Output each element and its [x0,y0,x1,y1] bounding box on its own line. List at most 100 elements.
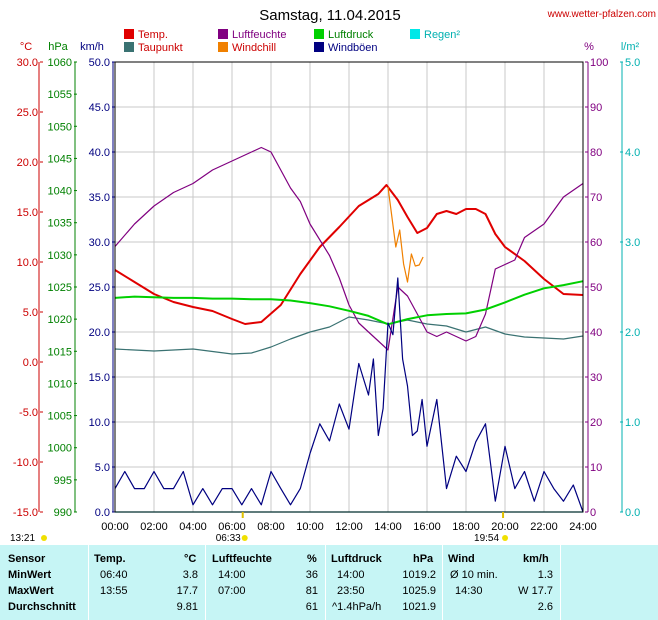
header-humidity: Luftfeuchte [212,553,272,565]
tick-label: 10.0 [89,417,110,429]
max-press-value: 1025.9 [402,585,436,597]
tick-label: 90 [590,102,602,114]
min-temp-value: 3.8 [182,569,198,581]
tick-label: 35.0 [89,192,110,204]
sun-icon [502,535,509,541]
axis-unit-label: °C [20,41,32,53]
tick-label: 45.0 [89,102,110,114]
time-tick-label: 20:00 [491,521,519,533]
tick-label: 60 [590,237,602,249]
tick-label: 10.0 [17,257,38,269]
col-divider [325,545,326,620]
weather-chart: Samstag, 11.04.2015 www.wetter-pfalzen.c… [10,7,656,544]
moon-label: 13:21 [10,533,35,544]
tick-label: 25.0 [89,282,110,294]
tick-label: 40.0 [89,147,110,159]
tick-label: 1010 [48,378,72,390]
plot-frame [114,61,584,513]
tick-label: 20 [590,417,602,429]
tick-label: -10.0 [13,457,38,469]
tick-label: 1000 [48,443,72,455]
tick-label: 40 [590,327,602,339]
axis-ticks: 30.0 25.0 20.0 15.0 10.0 5.0 0.0 -5.0 -10.0 -15.0… [13,57,640,533]
col-divider [560,545,561,620]
time-tick-label: 10:00 [296,521,324,533]
time-tick-label: 00:00 [101,521,129,533]
header-temp: Temp. [94,553,126,565]
min-press-value: 1019.2 [402,569,436,581]
tick-label: 3.0 [625,237,640,249]
header-wind: Wind [448,553,475,565]
tick-label: 25.0 [17,107,38,119]
tick-label: 30 [590,372,602,384]
tick-label: 30.0 [17,57,38,69]
col-divider [88,545,89,620]
tick-label: 1050 [48,121,72,133]
tick-label: 30.0 [89,237,110,249]
series-line [387,186,424,283]
time-tick-label: 12:00 [335,521,363,533]
website-link[interactable]: www.wetter-pfalzen.com [547,9,656,20]
series-line [114,280,584,326]
sun-icon [241,535,248,541]
legend-swatch [218,29,228,39]
press-trend: ^1.4hPa/h [332,601,382,613]
tick-label: 1005 [48,411,72,423]
tick-label: 5.0 [625,57,640,69]
header-temp-unit: °C [184,553,197,565]
min-wind-value: 1.3 [537,569,553,581]
header-pressure-unit: hPa [413,553,434,565]
tick-label: 1060 [48,57,72,69]
grid [115,62,583,512]
tick-label: 5.0 [95,462,110,474]
tick-label: -5.0 [19,407,38,419]
tick-label: 0.0 [95,507,110,519]
legend-swatch [124,42,134,52]
tick-label: 1.0 [625,417,640,429]
time-tick-label: 08:00 [257,521,285,533]
axis-unit-label: l/m² [621,41,640,53]
min-press-time: 14:00 [337,569,365,581]
legend-swatch [218,42,228,52]
tick-label: 1055 [48,89,72,101]
series-line [114,316,584,355]
axis-unit-label: hPa [48,41,68,53]
tick-label: 1035 [48,218,72,230]
axis-units: °C hPa km/h% l/m² [20,41,640,53]
legend-label: Taupunkt [138,42,183,54]
max-hum-time: 07:00 [218,585,246,597]
tick-label: 20.0 [89,327,110,339]
chart-title: Samstag, 11.04.2015 [259,7,401,24]
tick-label: 1040 [48,186,72,198]
tick-label: 0 [590,507,596,519]
col-divider [442,545,443,620]
axis-unit-label: km/h [80,41,104,53]
legend-label: Windchill [232,42,276,54]
sunset-label: 19:54 [474,533,499,544]
time-tick-label: 02:00 [140,521,168,533]
avg-press-value: 1021.9 [402,601,436,613]
row-label-max: MaxWert [8,585,54,597]
tick-label: 995 [54,475,72,487]
max-press-time: 23:50 [337,585,365,597]
tick-label: 80 [590,147,602,159]
stats-table: Sensor Temp. °C Luftfeuchte % Luftdruck … [0,545,658,620]
max-hum-value: 81 [305,585,318,597]
max-wind-time: 14:30 [455,585,483,597]
time-tick-label: 06:00 [218,521,246,533]
legend-label: Windböen [328,42,378,54]
tick-label: 1025 [48,282,72,294]
min-temp-time: 06:40 [100,569,128,581]
tick-label: 15.0 [17,207,38,219]
avg-hum-value: 61 [305,601,318,613]
min-hum-time: 14:00 [218,569,246,581]
legend-swatch [314,29,324,39]
min-wind-time: Ø 10 min. [450,569,498,581]
time-tick-label: 14:00 [374,521,402,533]
time-tick-label: 16:00 [413,521,441,533]
tick-label: 1015 [48,346,72,358]
max-wind-value: W 17.7 [518,585,553,597]
tick-label: 5.0 [23,307,38,319]
tick-label: 50 [590,282,602,294]
